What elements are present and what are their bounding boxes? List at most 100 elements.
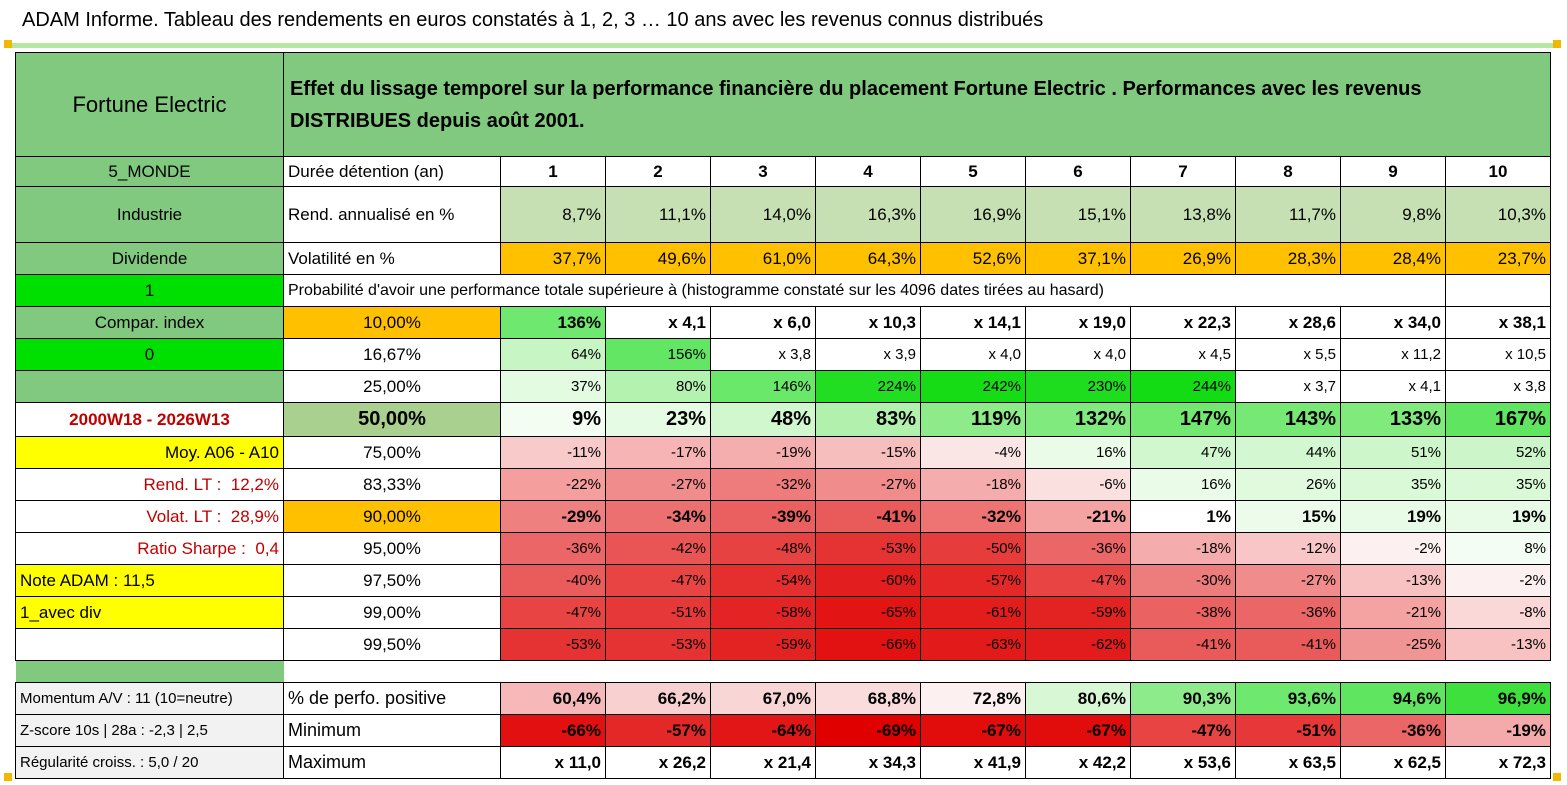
year-header: 2 [605,156,711,187]
rend-lt-label: Rend. LT : [143,474,222,494]
sector-label: Industrie [15,186,284,243]
quantile-cell: x 4,1 [605,306,711,339]
performance-table: Fortune Electric Effet du lissage tempor… [15,52,1551,779]
quantile-cell: -12% [1235,532,1341,565]
quantile-cell: -41% [1130,628,1236,661]
quantile-cell: -61% [920,596,1026,629]
region-label: 5_MONDE [15,156,284,187]
quantile-cell: -36% [1025,532,1131,565]
dividend-label: Dividende [15,242,284,275]
volat-lt-label: Volat. LT : [146,506,222,526]
quantile-cell: -60% [815,564,921,597]
positive-label: % de perfo. positive [283,682,501,715]
quantile-cell: 83% [815,402,921,437]
quantile-cell: 242% [920,370,1026,403]
table-description: Effet du lissage temporel sur la perform… [283,52,1551,157]
quantile-cell: -34% [605,500,711,533]
rend-cell: 9,8% [1340,186,1446,243]
quantile-cell: x 3,7 [1235,370,1341,403]
quantile-cell: -25% [1340,628,1446,661]
min-cell: -67% [1025,714,1131,747]
quantile-cell: 156% [605,338,711,371]
quantile-cell: -53% [815,532,921,565]
moy-label: Moy. A06 - A10 [15,436,284,469]
duration-label: Durée détention (an) [283,156,501,187]
volat-lt: Volat. LT : 28,9% [15,500,284,533]
max-cell: x 62,5 [1340,746,1446,779]
positive-cell: 66,2% [605,682,711,715]
quantile-cell: -2% [1340,532,1446,565]
quantile-cell: 224% [815,370,921,403]
quantile-cell: -13% [1445,628,1551,661]
quantile-cell: x 28,6 [1235,306,1341,339]
quantile-cell: 143% [1235,402,1341,437]
flag-one-cell[interactable]: 1 [15,274,284,307]
quantile-cell: -13% [1340,564,1446,597]
quantile-cell: -63% [920,628,1026,661]
quantile-cell: -47% [1025,564,1131,597]
quantile-cell: -41% [815,500,921,533]
flag-zero-cell[interactable]: 0 [15,338,284,371]
positive-cell: 67,0% [710,682,816,715]
rend-cell: 10,3% [1445,186,1551,243]
quantile-cell: 51% [1340,436,1446,469]
quantile-cell: x 4,1 [1340,370,1446,403]
rend-lt: Rend. LT : 12,2% [15,468,284,501]
quantile-cell: -8% [1445,596,1551,629]
year-header: 9 [1340,156,1446,187]
quantile-label: 25,00% [283,370,501,403]
quantile-label: 10,00% [283,306,501,339]
max-cell: x 11,0 [500,746,606,779]
quantile-cell: 119% [920,402,1026,437]
quantile-cell: -59% [1025,596,1131,629]
quantile-cell: -32% [920,500,1026,533]
quantile-cell: -15% [815,436,921,469]
regularite-label: Régularité croiss. : 5,0 / 20 [15,746,284,779]
quantile-cell: x 10,5 [1445,338,1551,371]
sharpe-ratio-value: 0,4 [255,538,279,558]
quantile-label: 99,50% [283,628,501,661]
quantile-cell: -2% [1445,564,1551,597]
max-cell: x 41,9 [920,746,1026,779]
quantile-cell: -18% [1130,532,1236,565]
quantile-cell: -4% [920,436,1026,469]
rend-label: Rend. annualisé en % [283,186,501,243]
min-cell: -69% [815,714,921,747]
quantile-cell: x 6,0 [710,306,816,339]
quantile-cell: 35% [1445,468,1551,501]
rend-cell: 11,7% [1235,186,1341,243]
quantile-label: 16,67% [283,338,501,371]
quantile-cell: 16% [1025,436,1131,469]
quantile-cell: -36% [500,532,606,565]
quantile-cell: -51% [605,596,711,629]
min-cell: -47% [1130,714,1236,747]
page-title: ADAM Informe. Tableau des rendements en … [0,0,1567,40]
positive-cell: 60,4% [500,682,606,715]
corner-marker [4,40,12,48]
year-header: 5 [920,156,1026,187]
fund-name: Fortune Electric [15,52,284,157]
rend-cell: 8,7% [500,186,606,243]
quantile-cell: -41% [1235,628,1341,661]
compare-index-label: Compar. index [15,306,284,339]
quantile-cell: -17% [605,436,711,469]
quantile-cell: -48% [710,532,816,565]
quantile-cell: x 4,0 [1025,338,1131,371]
quantile-cell: 8% [1445,532,1551,565]
maximum-label: Maximum [283,746,501,779]
period-label: 2000W18 - 2026W13 [15,402,284,437]
quantile-cell: x 14,1 [920,306,1026,339]
quantile-cell: 35% [1340,468,1446,501]
min-cell: -64% [710,714,816,747]
quantile-cell: x 11,2 [1340,338,1446,371]
quantile-cell: 37% [500,370,606,403]
quantile-cell: -38% [1130,596,1236,629]
quantile-cell: 136% [500,306,606,339]
volat-cell: 26,9% [1130,242,1236,275]
volat-cell: 49,6% [605,242,711,275]
quantile-cell: 133% [1340,402,1446,437]
quantile-label: 99,00% [283,596,501,629]
quantile-cell: -42% [605,532,711,565]
max-cell: x 72,3 [1445,746,1551,779]
quantile-cell: -47% [500,596,606,629]
